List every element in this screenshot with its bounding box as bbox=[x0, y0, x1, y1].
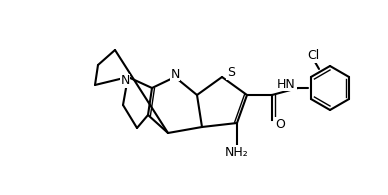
Text: O: O bbox=[275, 118, 285, 130]
Text: HN: HN bbox=[277, 77, 296, 90]
Text: N: N bbox=[170, 67, 180, 81]
Text: NH₂: NH₂ bbox=[225, 145, 249, 159]
Text: N: N bbox=[120, 74, 130, 88]
Text: S: S bbox=[227, 66, 235, 80]
Text: Cl: Cl bbox=[307, 49, 319, 62]
